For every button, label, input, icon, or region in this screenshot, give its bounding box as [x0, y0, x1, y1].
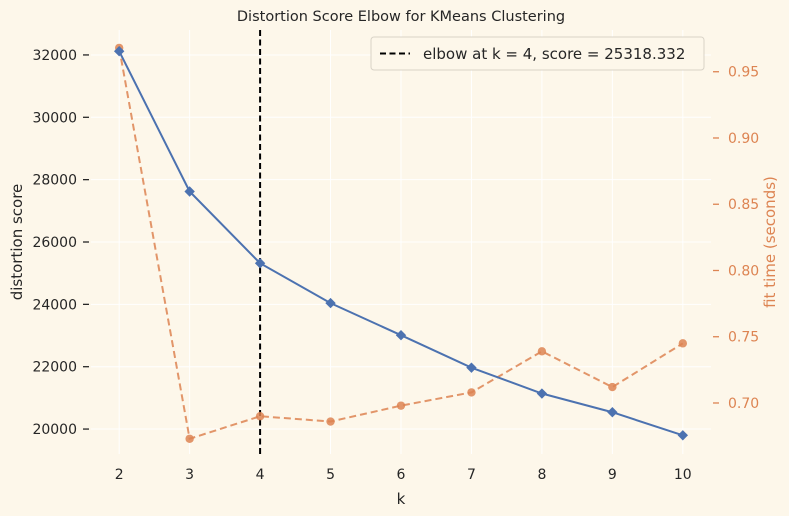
y2-tick-label: 0.90	[728, 131, 759, 147]
distortion-point	[113, 46, 125, 57]
distortion-point	[395, 330, 407, 341]
distortion-point	[254, 258, 266, 269]
chart-title: Distortion Score Elbow for KMeans Cluste…	[237, 9, 565, 25]
fit-time-point	[678, 339, 688, 348]
y-tick-label: 32000	[32, 48, 77, 64]
y2-tick-label: 0.95	[728, 65, 759, 81]
x-tick-label: 5	[326, 467, 335, 483]
y2-tick-label: 0.85	[728, 197, 759, 213]
x-tick-label: 8	[537, 467, 546, 483]
y-axis-label: distortion score	[8, 184, 26, 301]
fit-time-point	[185, 434, 194, 443]
distortion-point	[466, 362, 477, 373]
legend: elbow at k = 4, score = 25318.332	[370, 36, 705, 71]
fit-time-point	[326, 417, 335, 426]
y2-tick-label: 0.75	[728, 330, 759, 346]
y2-axis-label: fit time (seconds)	[761, 176, 779, 308]
x-tick-label: 2	[115, 467, 124, 483]
y-tick-label: 30000	[32, 110, 77, 126]
fit-time-point	[467, 388, 476, 397]
legend-elbow-label: elbow at k = 4, score = 25318.332	[423, 45, 685, 63]
distortion-point	[325, 297, 336, 309]
x-axis-label: k	[397, 490, 406, 508]
x-tick-label: 9	[608, 467, 617, 483]
fit-time-point	[537, 347, 547, 356]
y2-tick-label: 0.80	[728, 263, 759, 279]
x-tick-label: 7	[467, 467, 476, 483]
y-tick-label: 20000	[32, 422, 77, 438]
fit-time-point	[396, 401, 406, 410]
tick-labels: 2 3 4 5 6 7 8 9 10 20000 22000 24000 26000 28000 30000…	[32, 48, 759, 483]
distortion-point	[607, 407, 618, 418]
y-tick-label: 24000	[32, 297, 77, 313]
distortion-point	[184, 186, 195, 197]
y2-tick-label: 0.70	[728, 396, 759, 412]
fit-time-point	[255, 412, 265, 421]
x-tick-label: 6	[397, 467, 406, 483]
distortion-point	[677, 430, 689, 441]
x-tick-label: 3	[185, 467, 194, 483]
y-tick-label: 26000	[32, 235, 77, 251]
y-tick-label: 22000	[32, 360, 77, 376]
x-tick-label: 10	[674, 467, 692, 483]
x-tick-label: 4	[256, 467, 265, 483]
distortion-point	[536, 388, 548, 399]
series-markers	[113, 43, 689, 443]
fit-time-line	[118, 47, 684, 441]
y-tick-label: 28000	[32, 173, 77, 189]
fit-time-point	[608, 382, 617, 392]
legend-box	[370, 36, 705, 71]
